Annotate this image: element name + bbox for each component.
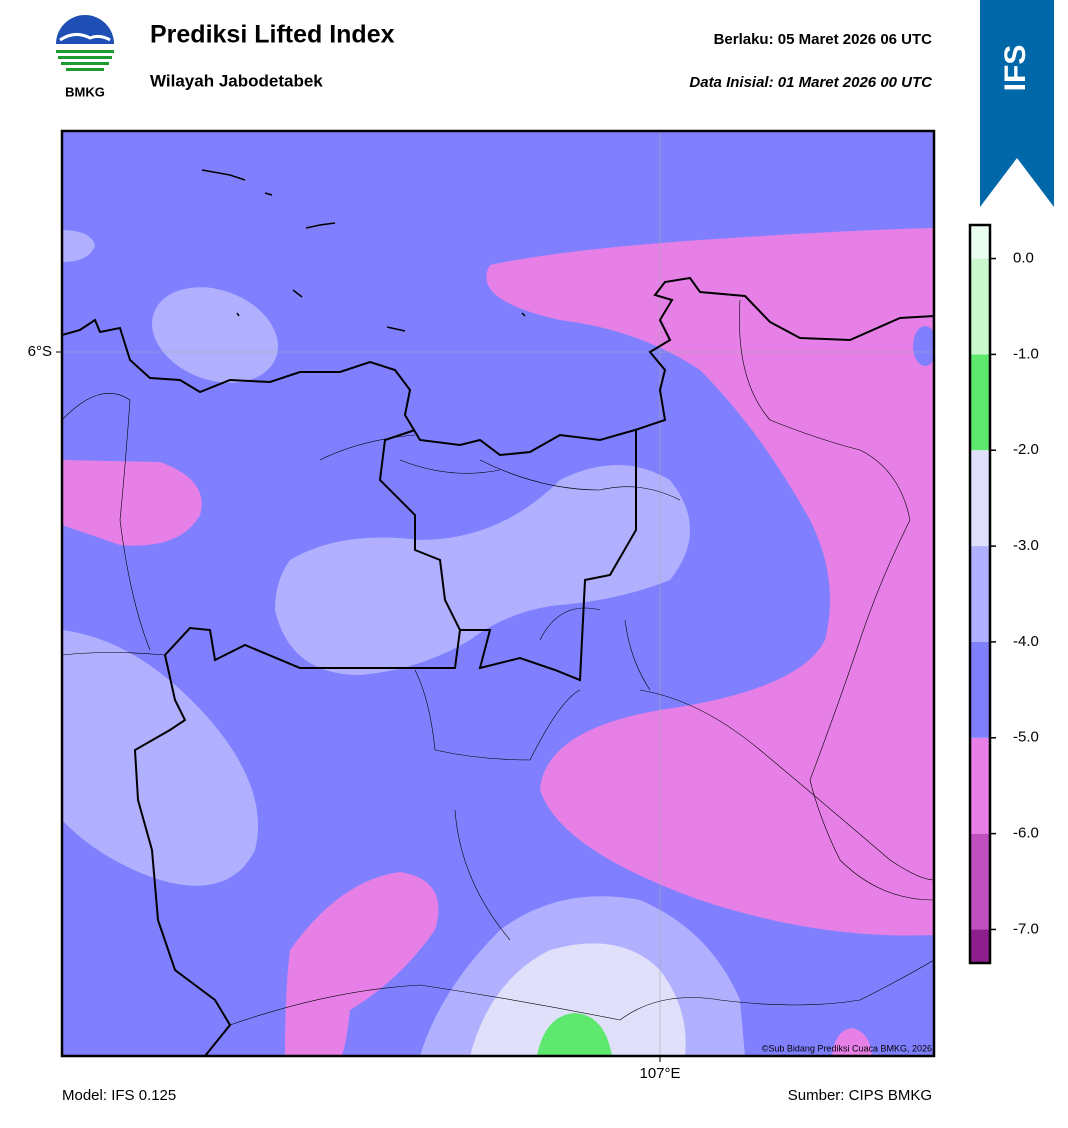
tick-label: -5.0: [1013, 729, 1039, 746]
lat-label: 6°S: [28, 343, 52, 360]
lon-label: 107°E: [639, 1065, 680, 1082]
map-frame: [60, 129, 936, 1058]
tick-label: -2.0: [1013, 441, 1039, 458]
badge-text: IFS: [999, 45, 1032, 92]
valid-time: Berlaku: 05 Maret 2026 06 UTC: [714, 31, 933, 48]
tick-label: -4.0: [1013, 633, 1039, 650]
subtitle: Wilayah Jabodetabek: [150, 71, 323, 90]
color-band: [970, 354, 990, 451]
color-band: [970, 546, 990, 642]
badge: [980, 0, 1054, 207]
logo: BMKG: [56, 15, 114, 99]
tick-label: -3.0: [1013, 537, 1039, 554]
tick-label: -1.0: [1013, 345, 1039, 362]
color-band: [970, 929, 990, 963]
color-band: [970, 225, 990, 259]
tick-label: -7.0: [1013, 920, 1039, 937]
tick-label: -6.0: [1013, 825, 1039, 842]
colorbar: 0.0 -1.0 -2.0 -3.0 -4.0 -5.0 -6.0 -7.0: [968, 223, 1039, 965]
source: Sumber: CIPS BMKG: [788, 1087, 932, 1104]
model: Model: IFS 0.125: [62, 1087, 176, 1104]
color-band: [970, 450, 990, 547]
copyright: ©Sub Bidang Prediksi Cuaca BMKG, 2026: [762, 1043, 932, 1053]
color-band: [970, 258, 990, 355]
init-time: Data Inisial: 01 Maret 2026 00 UTC: [689, 74, 933, 91]
color-band: [970, 833, 990, 930]
title: Prediksi Lifted Index: [150, 21, 395, 49]
map: ©Sub Bidang Prediksi Cuaca BMKG, 2026: [62, 131, 934, 1056]
tick-label: 0.0: [1013, 250, 1034, 267]
color-band: [970, 641, 990, 738]
logo-text: BMKG: [65, 84, 105, 99]
colorbar-frame: [968, 223, 992, 965]
color-band: [970, 737, 990, 834]
